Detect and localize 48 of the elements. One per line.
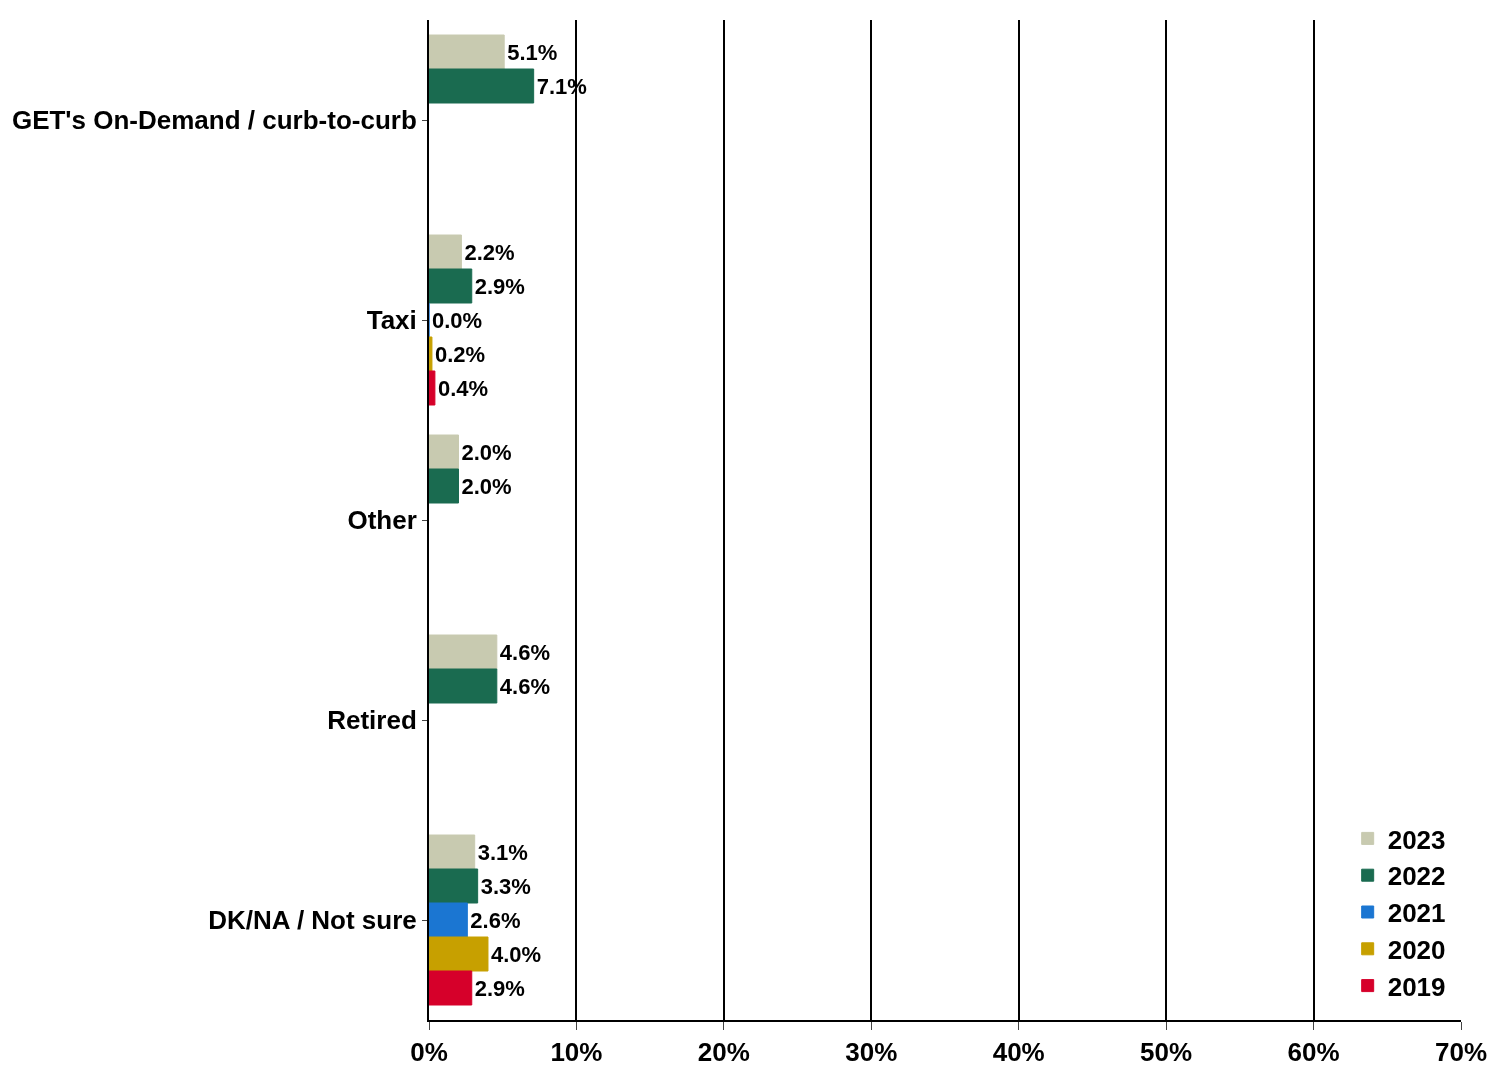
y-tick-label: DK/NA / Not sure [208, 905, 417, 936]
data-label: 2.0% [461, 439, 512, 465]
x-tick-label: 10% [550, 1037, 603, 1068]
x-tick-label: 30% [845, 1037, 898, 1068]
bar [429, 468, 459, 504]
bar [429, 634, 498, 670]
bar [429, 336, 433, 372]
data-label: 2.0% [461, 473, 512, 499]
legend-label: 2022 [1387, 861, 1446, 892]
bar [429, 234, 462, 270]
bar [429, 34, 505, 70]
x-tick-label: 70% [1434, 1037, 1488, 1068]
y-tick-label: Retired [327, 705, 417, 736]
data-label: 3.3% [480, 873, 531, 899]
bar [429, 834, 476, 870]
data-label: 2.6% [470, 907, 521, 933]
x-tick-label: 0% [410, 1037, 448, 1068]
legend-label: 2019 [1387, 971, 1446, 1002]
bar [429, 970, 473, 1006]
legend-label: 2020 [1387, 934, 1446, 965]
data-label: 2.2% [464, 239, 515, 265]
bar [429, 902, 468, 938]
legend-label: 2021 [1387, 898, 1446, 929]
bar [429, 68, 535, 104]
legend-label: 2023 [1387, 824, 1446, 855]
bar [429, 868, 479, 904]
x-tick-label: 40% [992, 1037, 1045, 1068]
data-label: 4.0% [490, 941, 542, 967]
data-label: 0.4% [437, 375, 489, 401]
x-tick-label: 20% [697, 1037, 750, 1068]
bar [429, 268, 473, 304]
data-label: 2.9% [474, 273, 525, 299]
data-label: 4.6% [499, 673, 550, 699]
y-tick-label: Other [347, 505, 417, 536]
data-label: 4.6% [499, 639, 550, 665]
data-label: 0.2% [434, 341, 486, 367]
bar [429, 434, 459, 470]
bar [429, 936, 489, 972]
y-tick-label: Taxi [366, 305, 417, 336]
x-tick-label: 60% [1287, 1037, 1340, 1068]
y-tick-label: GET's On-Demand / curb-to-curb [11, 105, 417, 136]
data-label: 2.9% [474, 975, 525, 1001]
bar [429, 668, 498, 704]
data-label: 5.1% [507, 39, 558, 65]
x-tick-label: 50% [1140, 1037, 1193, 1068]
data-label: 3.1% [477, 839, 528, 865]
data-label: 0.0% [432, 307, 483, 333]
bar [429, 370, 436, 406]
